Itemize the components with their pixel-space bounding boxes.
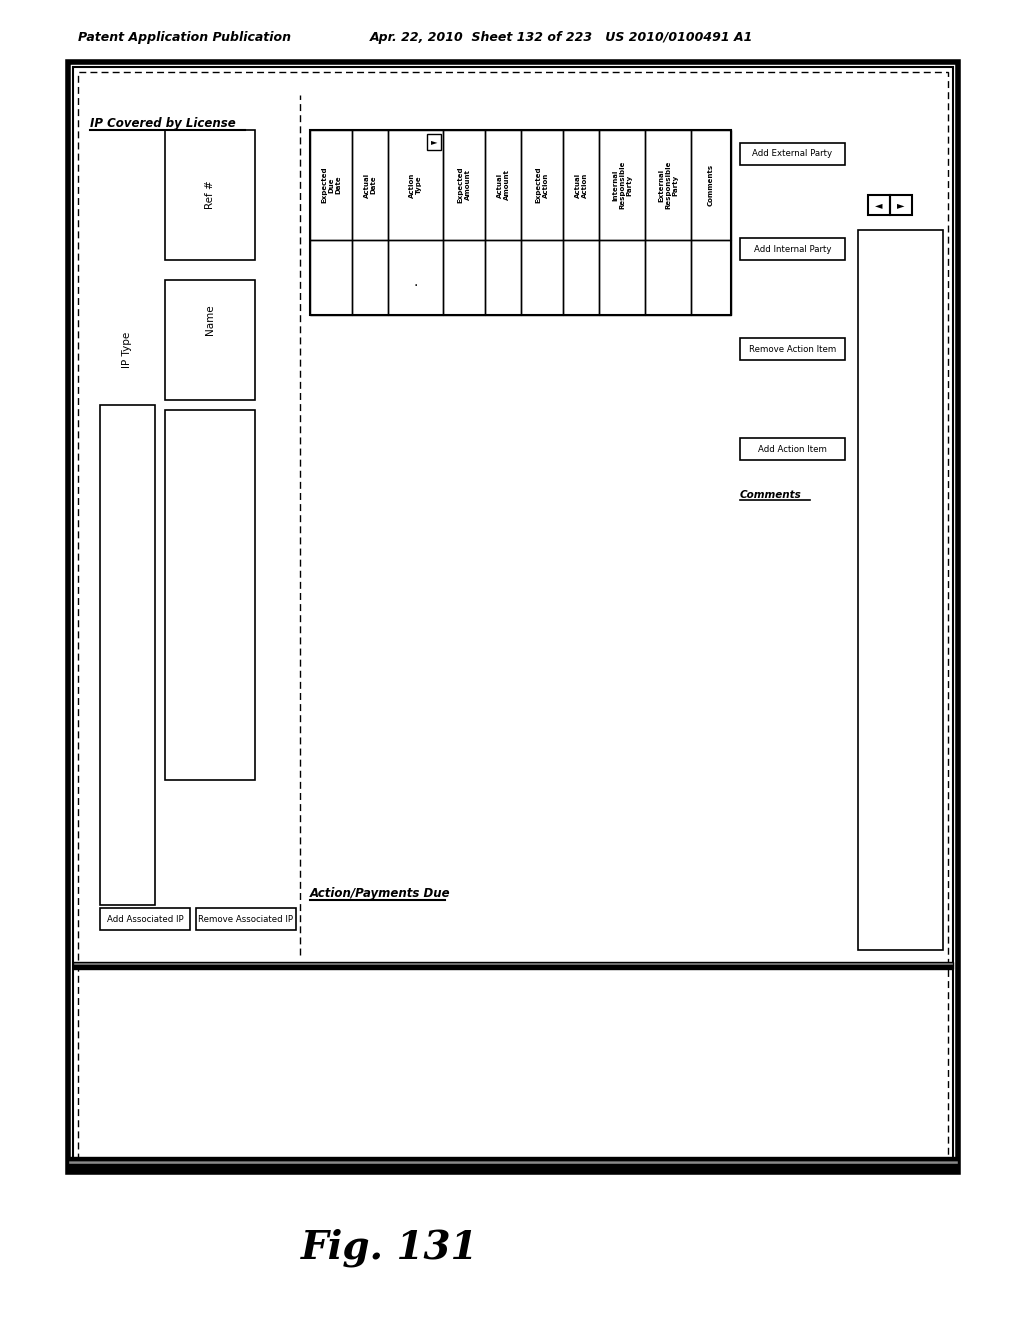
- Text: Expected
Action: Expected Action: [536, 166, 549, 203]
- Text: Add Action Item: Add Action Item: [758, 445, 827, 454]
- Bar: [352, 240, 388, 315]
- Bar: [691, 129, 731, 240]
- Text: Expected
Due
Date: Expected Due Date: [321, 166, 341, 203]
- Bar: [388, 240, 443, 315]
- Bar: [599, 129, 645, 240]
- Bar: [73, 962, 953, 965]
- Bar: [165, 129, 255, 260]
- Text: Actual
Date: Actual Date: [364, 173, 377, 198]
- Bar: [73, 965, 953, 969]
- Bar: [165, 411, 255, 780]
- Text: ◄: ◄: [876, 201, 883, 210]
- Bar: [310, 240, 352, 315]
- Text: Actual
Action: Actual Action: [574, 173, 588, 198]
- Text: Action
Type: Action Type: [409, 173, 422, 198]
- Bar: [68, 1158, 958, 1160]
- Text: Apr. 22, 2010  Sheet 132 of 223   US 2010/0100491 A1: Apr. 22, 2010 Sheet 132 of 223 US 2010/0…: [370, 32, 754, 45]
- Text: Expected
Amount: Expected Amount: [458, 166, 470, 203]
- Bar: [740, 438, 845, 459]
- Bar: [485, 240, 521, 315]
- Bar: [521, 129, 563, 240]
- Text: ►: ►: [897, 201, 905, 210]
- Text: Internal
Responsible
Party: Internal Responsible Party: [612, 161, 632, 209]
- Text: IP Covered by License: IP Covered by License: [90, 117, 236, 129]
- Text: Add External Party: Add External Party: [753, 149, 833, 158]
- Text: Remove Action Item: Remove Action Item: [749, 345, 837, 354]
- Bar: [890, 195, 912, 215]
- Bar: [78, 73, 948, 1162]
- Text: Add Associated IP: Add Associated IP: [106, 915, 183, 924]
- Bar: [645, 240, 691, 315]
- Text: Remove Associated IP: Remove Associated IP: [199, 915, 294, 924]
- Text: Name: Name: [205, 305, 215, 335]
- Text: External
Responsible
Party: External Responsible Party: [658, 161, 678, 209]
- Bar: [868, 195, 890, 215]
- Bar: [352, 129, 388, 240]
- Bar: [485, 129, 521, 240]
- Bar: [196, 908, 296, 931]
- Bar: [691, 240, 731, 315]
- Bar: [427, 135, 441, 150]
- Bar: [645, 129, 691, 240]
- Bar: [100, 405, 155, 906]
- Bar: [599, 240, 645, 315]
- Bar: [858, 230, 943, 950]
- Text: Actual
Amount: Actual Amount: [497, 169, 510, 201]
- Text: Patent Application Publication: Patent Application Publication: [78, 32, 291, 45]
- Bar: [740, 238, 845, 260]
- Bar: [563, 129, 599, 240]
- Bar: [310, 129, 731, 315]
- Bar: [521, 240, 563, 315]
- Bar: [740, 338, 845, 360]
- Text: Comments: Comments: [708, 164, 714, 206]
- Bar: [165, 280, 255, 400]
- Bar: [388, 129, 443, 240]
- Text: Comments: Comments: [740, 490, 802, 500]
- Bar: [563, 240, 599, 315]
- Text: IP Type: IP Type: [123, 331, 132, 368]
- Text: ►: ►: [431, 137, 437, 147]
- Text: .: .: [414, 276, 418, 289]
- Bar: [68, 62, 958, 1172]
- Bar: [68, 1160, 958, 1164]
- Text: Ref #: Ref #: [205, 181, 215, 210]
- Bar: [73, 67, 953, 1167]
- Bar: [443, 129, 485, 240]
- Bar: [310, 129, 352, 240]
- Text: Fig. 131: Fig. 131: [301, 1229, 479, 1267]
- Bar: [68, 1164, 958, 1172]
- Text: Add Internal Party: Add Internal Party: [754, 244, 831, 253]
- Text: Action/Payments Due: Action/Payments Due: [310, 887, 451, 900]
- Bar: [443, 240, 485, 315]
- Bar: [740, 143, 845, 165]
- Bar: [100, 908, 190, 931]
